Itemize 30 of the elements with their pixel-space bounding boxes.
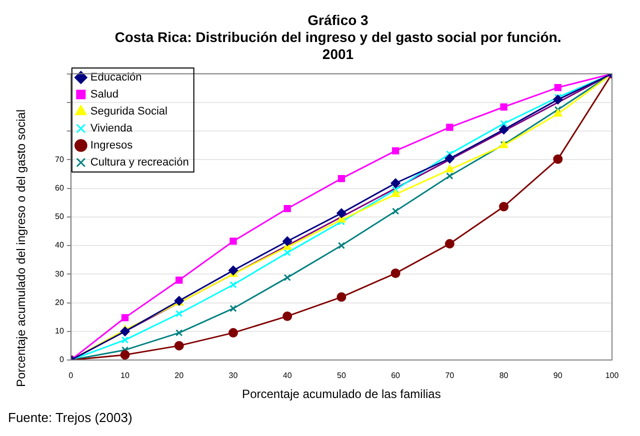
x-tick-label: 10 xyxy=(120,371,130,380)
x-tick-label: 60 xyxy=(391,371,401,380)
x-tick-label: 40 xyxy=(282,371,292,380)
x-tick-label: 100 xyxy=(605,371,620,380)
legend-label: Segurida Social xyxy=(90,106,168,118)
y-tick-label: 20 xyxy=(54,298,64,307)
x-tick-label: 90 xyxy=(553,371,563,380)
y-tick-label: 40 xyxy=(54,240,64,250)
y-tick-label: 70 xyxy=(54,154,64,164)
x-tick-label: 70 xyxy=(445,371,455,380)
chart-subtitle: Costa Rica: Distribución del ingreso y del gasto social por función. 2001 xyxy=(114,29,562,63)
x-tick-label: 80 xyxy=(499,371,509,380)
source-note: Fuente: Trejos (2003) xyxy=(8,410,132,425)
legend-label: Educación xyxy=(90,72,142,84)
legend-label: Cultura y recreación xyxy=(90,156,189,169)
y-tick-label: 60 xyxy=(54,183,64,192)
x-tick-label: 50 xyxy=(336,371,346,380)
x-tick-label: 30 xyxy=(228,371,238,380)
y-tick-label: 30 xyxy=(54,269,64,278)
x-axis-title: Porcentaje acumulado de las familias xyxy=(242,387,441,402)
legend-label: Ingresos xyxy=(90,140,134,152)
y-tick-label: 50 xyxy=(54,212,64,222)
x-tick-label: 20 xyxy=(174,371,184,380)
y-tick-label: 0 xyxy=(59,355,64,364)
legend-label: Salud xyxy=(90,88,119,101)
legend-label: Vivienda xyxy=(90,122,134,135)
x-tick-label: 0 xyxy=(68,371,74,380)
y-axis-title: Porcentaje acumulado del ingreso o del gasto social xyxy=(14,108,29,389)
y-tick-label: 10 xyxy=(54,326,64,336)
chart-title: Gráfico 3 xyxy=(306,12,370,29)
